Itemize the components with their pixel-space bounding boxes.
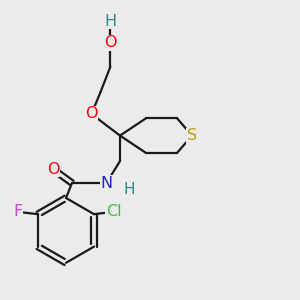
Text: S: S [187, 128, 197, 143]
Text: H: H [124, 182, 135, 197]
Text: Cl: Cl [106, 204, 122, 219]
Text: H: H [104, 14, 116, 28]
Text: O: O [104, 35, 117, 50]
Text: O: O [47, 162, 60, 177]
Text: O: O [85, 106, 98, 122]
Text: N: N [100, 176, 112, 190]
Text: F: F [13, 204, 22, 219]
